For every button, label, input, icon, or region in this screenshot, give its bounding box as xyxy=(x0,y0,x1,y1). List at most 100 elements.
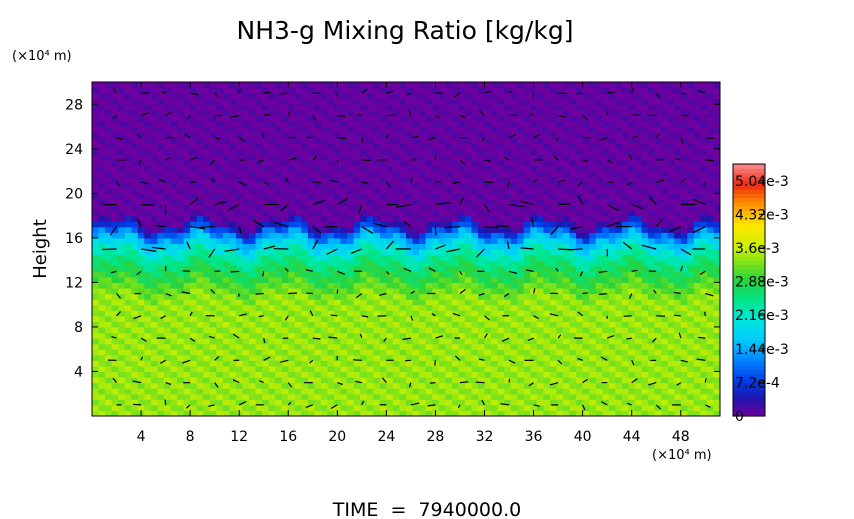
field-cell xyxy=(249,276,257,283)
field-cell xyxy=(595,148,603,155)
field-cell xyxy=(680,137,688,144)
field-cell xyxy=(425,243,433,250)
field-cell xyxy=(438,315,446,322)
field-cell xyxy=(628,388,636,395)
field-cell xyxy=(661,126,669,133)
field-cell xyxy=(713,260,720,267)
field-cell xyxy=(458,215,466,222)
field-cell xyxy=(118,143,126,150)
field-cell xyxy=(661,198,669,206)
field-cell xyxy=(451,232,459,239)
field-cell xyxy=(92,254,100,261)
field-cell xyxy=(608,338,616,345)
field-cell xyxy=(268,237,276,245)
field-cell xyxy=(641,271,649,278)
field-cell xyxy=(379,176,387,183)
field-cell xyxy=(406,377,414,384)
field-cell xyxy=(687,399,695,406)
field-cell xyxy=(327,182,335,189)
field-cell xyxy=(111,143,119,150)
field-cell xyxy=(124,315,132,322)
field-cell xyxy=(602,293,610,300)
field-cell xyxy=(327,215,335,222)
field-cell xyxy=(157,365,165,373)
field-cell xyxy=(262,343,270,350)
field-cell xyxy=(320,410,329,416)
field-cell xyxy=(595,326,603,334)
field-cell xyxy=(275,265,283,272)
field-cell xyxy=(536,265,544,272)
field-cell xyxy=(563,154,571,161)
field-cell xyxy=(517,377,525,384)
field-cell xyxy=(105,132,113,139)
field-cell xyxy=(216,332,224,339)
field-cell xyxy=(641,165,649,172)
field-cell xyxy=(157,404,165,412)
field-cell xyxy=(118,148,126,155)
field-cell xyxy=(314,410,322,416)
field-cell xyxy=(419,388,427,395)
field-cell xyxy=(674,332,682,339)
field-cell xyxy=(203,232,211,239)
field-cell xyxy=(432,382,440,389)
field-cell xyxy=(229,382,237,389)
field-cell xyxy=(281,343,289,350)
field-cell xyxy=(288,282,296,289)
field-cell xyxy=(654,338,662,345)
field-cell xyxy=(536,304,544,311)
field-cell xyxy=(706,237,715,245)
field-cell xyxy=(477,254,486,261)
field-cell xyxy=(320,221,329,228)
field-cell xyxy=(419,393,427,400)
field-cell xyxy=(366,365,374,373)
field-cell xyxy=(294,299,302,306)
field-cell xyxy=(680,365,688,373)
field-cell xyxy=(392,254,401,261)
field-cell xyxy=(504,143,512,150)
field-cell xyxy=(412,293,420,300)
field-cell xyxy=(432,326,440,334)
field-cell xyxy=(386,126,394,133)
field-cell xyxy=(379,254,387,261)
field-cell xyxy=(301,304,309,311)
field-cell xyxy=(98,232,106,239)
field-cell xyxy=(379,154,387,161)
field-cell xyxy=(504,282,512,289)
field-cell xyxy=(353,232,361,239)
field-cell xyxy=(111,365,119,373)
field-cell xyxy=(504,165,512,172)
field-cell xyxy=(320,371,329,378)
field-cell xyxy=(235,326,244,334)
field-cell xyxy=(183,187,191,194)
field-cell xyxy=(425,349,433,356)
field-cell xyxy=(451,187,459,194)
field-cell xyxy=(196,399,204,406)
field-cell xyxy=(190,265,198,272)
field-cell xyxy=(641,204,649,211)
field-cell xyxy=(347,315,355,322)
field-cell xyxy=(294,365,302,373)
field-cell xyxy=(634,143,643,150)
field-cell xyxy=(301,148,309,155)
field-cell xyxy=(334,249,342,256)
field-cell xyxy=(92,371,100,378)
field-cell xyxy=(687,293,695,300)
field-cell xyxy=(124,299,132,306)
field-cell xyxy=(262,326,270,334)
field-cell xyxy=(667,299,675,306)
field-cell xyxy=(288,382,296,389)
field-cell xyxy=(667,388,675,395)
field-cell xyxy=(353,193,361,200)
field-cell xyxy=(399,271,407,278)
field-cell xyxy=(687,198,695,206)
field-cell xyxy=(608,193,616,200)
field-cell xyxy=(386,171,394,178)
field-cell xyxy=(641,187,649,194)
field-cell xyxy=(209,193,217,200)
field-cell xyxy=(170,165,178,172)
field-cell xyxy=(177,354,185,361)
field-cell xyxy=(124,332,132,339)
field-cell xyxy=(556,393,564,400)
field-cell xyxy=(628,237,636,245)
field-cell xyxy=(523,171,531,178)
